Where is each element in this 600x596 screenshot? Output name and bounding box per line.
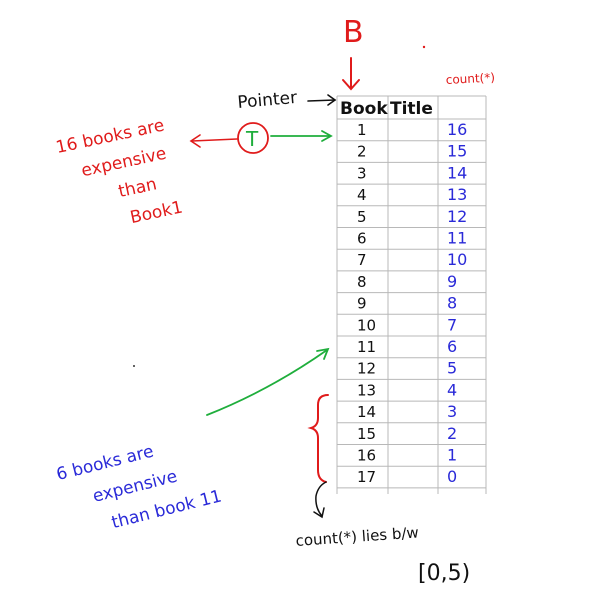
- stray-dot: [133, 365, 135, 367]
- col-header-book: Book: [340, 99, 388, 119]
- book-cell: 2: [357, 143, 367, 161]
- count-cell: 4: [447, 380, 457, 399]
- count-cell: 7: [447, 315, 457, 334]
- table-row: 17 0: [357, 467, 457, 486]
- table-row: 5 12: [357, 207, 467, 226]
- count-cell: 13: [447, 185, 467, 204]
- table-row: 11 6: [357, 337, 457, 356]
- count-cell: 8: [447, 294, 457, 313]
- count-cell: 1: [447, 446, 457, 465]
- table-row: 6 11: [357, 229, 467, 248]
- table-row: 7 10: [357, 250, 467, 269]
- count-header: count(*): [445, 70, 495, 87]
- brace-icon: [307, 394, 329, 483]
- book-cell: 7: [357, 251, 367, 269]
- book-cell: 5: [357, 208, 367, 226]
- bottom-note-line-1: count(*) lies b/w: [295, 523, 419, 550]
- table-row: 12 5: [357, 359, 457, 378]
- count-cell: 14: [447, 163, 467, 182]
- book-cell: 9: [357, 295, 367, 313]
- red-note-line-4: Book1: [128, 197, 184, 228]
- bottom-note-line-2: [0,5): [418, 561, 470, 586]
- table-body: 1 162 153 144 135 126 117 108 99 810 711 612 513 414 3…: [357, 120, 467, 486]
- book-cell: 17: [357, 468, 376, 486]
- book-cell: 15: [357, 425, 376, 443]
- book-cell: 8: [357, 273, 367, 291]
- book-cell: 1: [357, 121, 367, 139]
- down-arrow-icon: [342, 57, 360, 91]
- green-arrow-to-row11-icon: [206, 347, 330, 416]
- table-row: 1 16: [357, 120, 467, 139]
- count-cell: 16: [447, 120, 467, 139]
- blue-note: 6 books are expensive than book 11: [54, 442, 223, 534]
- table-row: 14 3: [357, 402, 457, 421]
- count-cell: 0: [447, 467, 457, 486]
- book-cell: 6: [357, 230, 367, 248]
- table-grid: [336, 95, 487, 494]
- count-cell: 11: [447, 229, 467, 248]
- count-cell: 3: [447, 402, 457, 421]
- red-note-line-3: than: [117, 174, 159, 202]
- table-row: 15 2: [357, 424, 457, 443]
- count-cell: 15: [447, 142, 467, 161]
- book-cell: 14: [357, 403, 376, 421]
- book-cell: 4: [357, 186, 367, 204]
- table-row: 10 7: [357, 315, 457, 334]
- stray-dot: [422, 45, 426, 49]
- pointer-arrow-icon: [307, 94, 337, 106]
- table-row: 2 15: [357, 142, 467, 161]
- table-row: 3 14: [357, 163, 467, 182]
- pointer-letter: T: [245, 127, 259, 151]
- table-row: 4 13: [357, 185, 467, 204]
- count-cell: 5: [447, 359, 457, 378]
- red-arrow-to-note-icon: [189, 134, 238, 148]
- book-cell: 12: [357, 360, 376, 378]
- table-row: 16 1: [357, 446, 457, 465]
- count-cell: 12: [447, 207, 467, 226]
- count-cell: 10: [447, 250, 467, 269]
- black-curved-arrow-icon: [313, 481, 327, 519]
- book-cell: 3: [357, 164, 367, 182]
- pointer-circle: [237, 122, 269, 154]
- book-cell: 13: [357, 381, 376, 399]
- red-note: 16 books are expensive than Book1: [54, 116, 184, 229]
- book-cell: 11: [357, 338, 376, 356]
- top-label-b: B: [343, 15, 364, 50]
- book-cell: 10: [357, 316, 376, 334]
- green-arrow-to-row1-icon: [270, 130, 333, 142]
- count-cell: 9: [447, 272, 457, 291]
- table-row: 13 4: [357, 380, 457, 399]
- col-header-title: Title: [390, 99, 433, 119]
- book-cell: 16: [357, 447, 376, 465]
- count-cell: 6: [447, 337, 457, 356]
- count-cell: 2: [447, 424, 457, 443]
- pointer-label: Pointer: [237, 88, 298, 113]
